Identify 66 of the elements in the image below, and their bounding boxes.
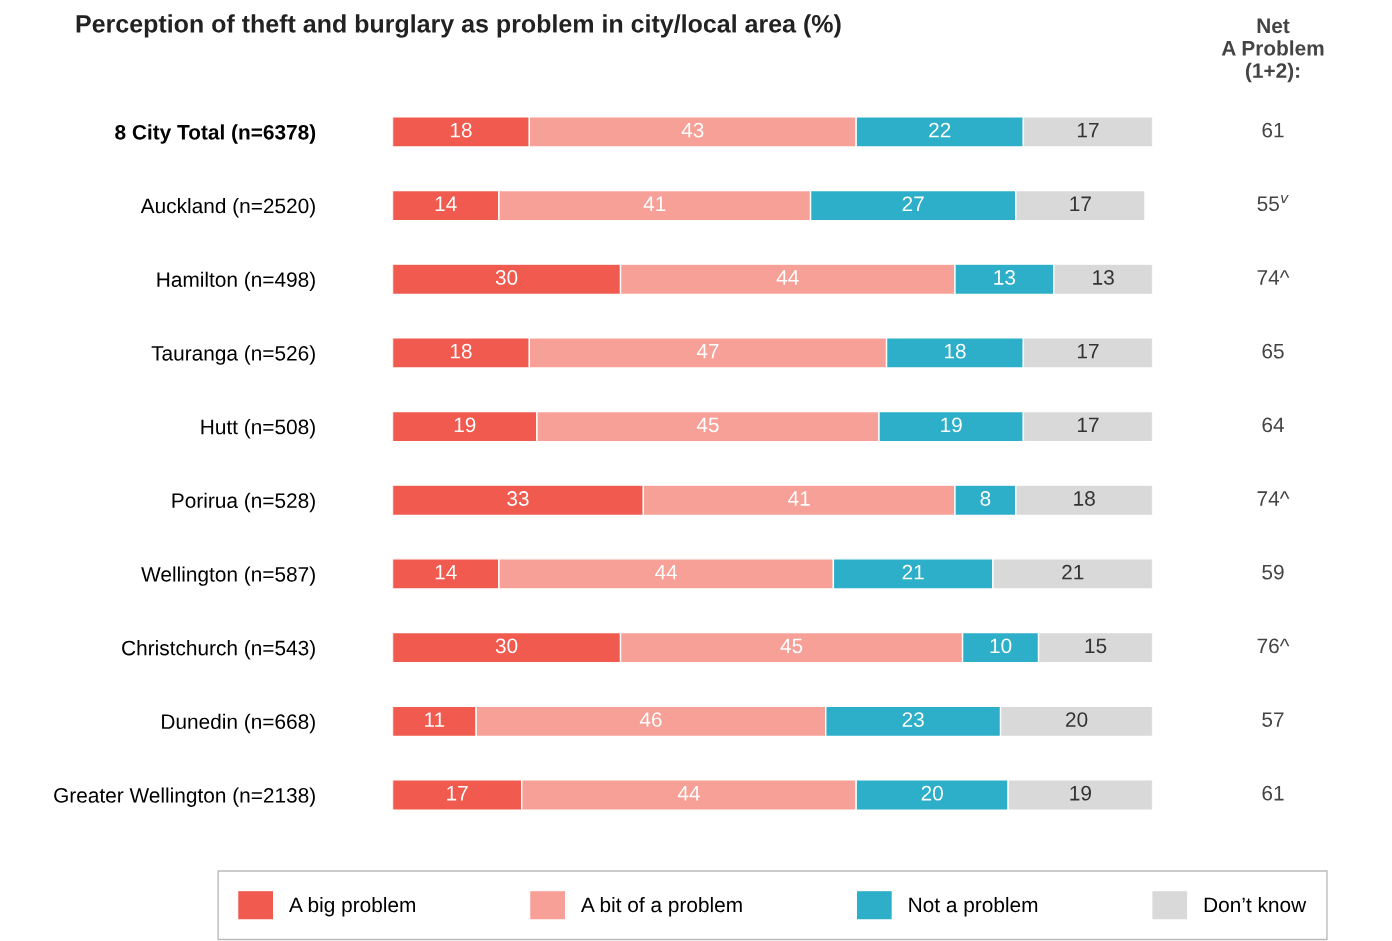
text: 74^ [1257, 270, 1290, 285]
y-tick-label: 8 City Total (n=6378) [115, 124, 316, 144]
data-label: 33 [507, 491, 529, 506]
data-label: 18 [1074, 491, 1095, 506]
data-label: 45 [696, 417, 719, 433]
data-label: 45 [780, 638, 803, 654]
data-label: 23 [902, 712, 924, 727]
legend-label: A big problem [289, 896, 415, 917]
text: 61 [1262, 122, 1284, 138]
y-tick-label: Auckland (n=2520) [140, 198, 315, 218]
data-label: 14 [435, 565, 457, 580]
data-label: 19 [1070, 785, 1091, 801]
text: Net A Problem (1+2): [1221, 18, 1324, 83]
data-label: 44 [677, 786, 700, 801]
y-tick-label: Dunedin (n=668) [162, 713, 315, 734]
data-label: 21 [902, 564, 924, 580]
data-label: 11 [425, 712, 445, 727]
data-label: 21 [1062, 564, 1084, 580]
text: 74^ [1257, 491, 1290, 506]
data-label: 20 [1066, 712, 1088, 727]
data-label: 18 [944, 343, 966, 359]
data-label: 47 [696, 343, 719, 359]
y-tick-label: Wellington (n=587) [141, 566, 315, 586]
data-label: 18 [450, 343, 472, 359]
data-label: 17 [1077, 122, 1099, 138]
data-label: 43 [681, 122, 704, 138]
data-label: 17 [447, 786, 468, 801]
y-tick-label: Greater Wellington (n=2138) [54, 787, 315, 807]
text: 59 [1262, 564, 1284, 580]
data-label: 13 [1093, 270, 1114, 285]
text: 65 [1262, 343, 1284, 359]
text: 57 [1262, 712, 1284, 727]
data-label: 13 [994, 270, 1016, 285]
legend-label: A bit of a problem [581, 896, 742, 917]
data-label: 15 [1085, 638, 1107, 654]
data-label: 17 [1077, 417, 1099, 432]
data-label: 10 [990, 638, 1012, 654]
data-label: 17 [1070, 196, 1091, 211]
text: 61 [1262, 785, 1284, 801]
data-label: 8 [980, 491, 991, 506]
text: 64 [1262, 417, 1284, 433]
data-label: 19 [454, 417, 476, 433]
legend-label: Don’t know [1204, 896, 1307, 913]
chart-title: Perception of theft and burglary as problem in city/local area (%) [76, 14, 841, 38]
legend-label: Not a problem [909, 896, 1038, 917]
data-label: 14 [435, 196, 457, 211]
data-label: 18 [450, 122, 472, 138]
data-label: 30 [495, 270, 518, 285]
data-label: 41 [643, 196, 666, 211]
data-label: 41 [788, 491, 810, 506]
data-label: 44 [776, 270, 799, 285]
y-tick-label: Porirua (n=528) [172, 492, 315, 513]
data-label: 27 [902, 196, 924, 211]
data-label: 30 [495, 638, 518, 654]
data-label: 22 [929, 122, 951, 138]
y-tick-label: Hutt (n=508) [201, 419, 315, 439]
text: 55$^{v}$ [1257, 194, 1289, 212]
data-label: 46 [639, 712, 662, 727]
data-label: 17 [1077, 343, 1099, 359]
y-tick-label: Tauranga (n=526) [151, 345, 315, 365]
data-label: 44 [655, 565, 678, 580]
data-label: 19 [941, 417, 962, 433]
data-label: 20 [921, 785, 943, 801]
y-tick-label: Christchurch (n=543) [122, 640, 315, 660]
y-tick-label: Hamilton (n=498) [157, 271, 315, 292]
text: 76^ [1257, 638, 1290, 654]
